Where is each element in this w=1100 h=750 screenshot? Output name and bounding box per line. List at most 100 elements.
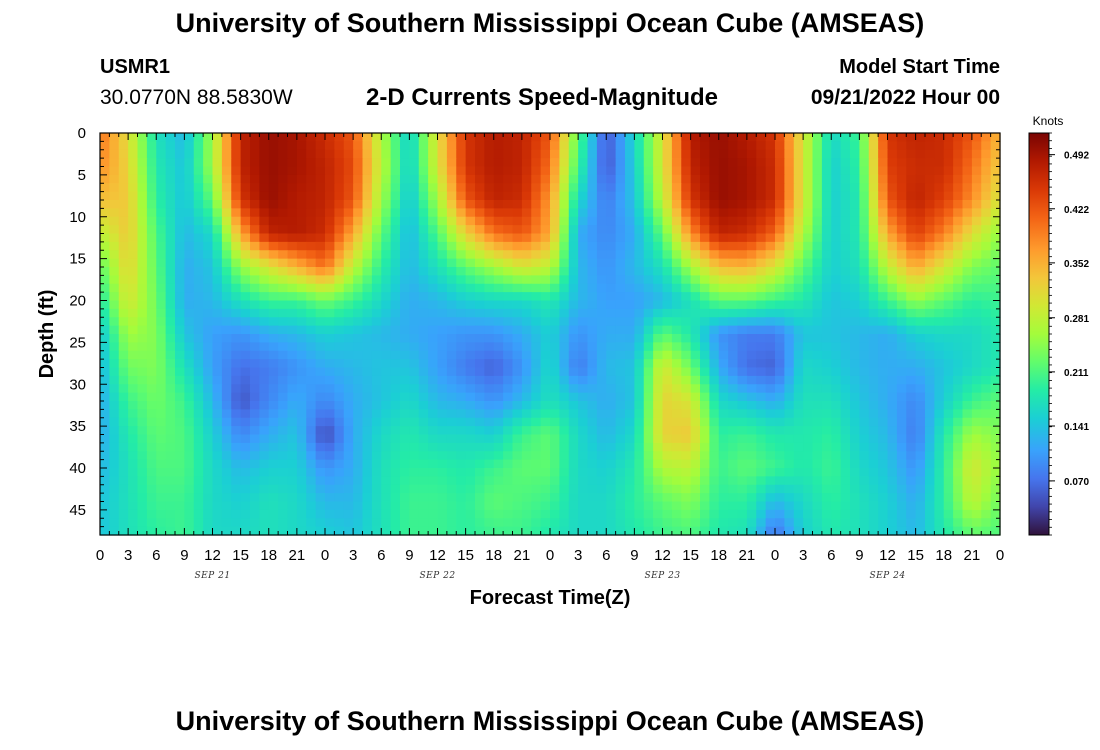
heatmap-cell <box>128 468 139 477</box>
heatmap-cell <box>981 174 992 184</box>
heatmap-cell <box>278 158 289 168</box>
heatmap-cell <box>240 417 251 427</box>
heatmap-cell <box>765 292 776 302</box>
heatmap-cell <box>596 518 607 528</box>
heatmap-cell <box>681 442 692 452</box>
heatmap-cell <box>184 292 195 302</box>
heatmap-cell <box>118 442 129 452</box>
heatmap-cell <box>475 208 485 218</box>
heatmap-cell <box>943 250 954 260</box>
heatmap-cell <box>587 451 598 461</box>
heatmap-cell <box>737 183 748 193</box>
heatmap-cell <box>925 174 935 184</box>
heatmap-cell <box>503 526 514 536</box>
heatmap-cell <box>146 426 157 436</box>
heatmap-cell <box>737 308 748 318</box>
heatmap-cell <box>943 267 954 276</box>
heatmap-cell <box>653 501 664 511</box>
heatmap-cell <box>343 208 354 218</box>
heatmap-cell <box>653 225 664 235</box>
heatmap-cell <box>718 325 729 335</box>
heatmap-cell <box>287 133 298 142</box>
heatmap-cell <box>175 191 185 201</box>
heatmap-cell <box>662 342 673 352</box>
heatmap-cell <box>146 208 157 218</box>
heatmap-cell <box>878 300 889 310</box>
heatmap-cell <box>606 392 617 402</box>
heatmap-cell <box>625 283 635 293</box>
heatmap-cell <box>821 133 832 142</box>
heatmap-cell <box>493 267 504 276</box>
heatmap-cell <box>765 476 776 486</box>
heatmap-cell <box>175 267 185 276</box>
heatmap-cell <box>737 250 748 260</box>
heatmap-cell <box>184 149 195 159</box>
heatmap-cell <box>456 275 467 285</box>
heatmap-cell <box>700 392 710 402</box>
heatmap-cell <box>868 308 879 318</box>
heatmap-cell <box>156 350 167 360</box>
heatmap-cell <box>906 493 917 503</box>
heatmap-cell <box>250 442 260 452</box>
heatmap-cell <box>765 417 776 427</box>
heatmap-cell <box>550 334 560 343</box>
heatmap-cell <box>437 174 448 184</box>
heatmap-cell <box>278 501 289 511</box>
heatmap-cell <box>540 384 551 394</box>
heatmap-cell <box>231 375 242 385</box>
heatmap-cell <box>409 476 420 486</box>
heatmap-cell <box>475 493 485 503</box>
heatmap-cell <box>100 501 110 511</box>
heatmap-cell <box>306 267 317 276</box>
heatmap-cell <box>175 350 185 360</box>
heatmap-cell <box>390 283 401 293</box>
heatmap-cell <box>381 225 392 235</box>
heatmap-cell <box>325 484 335 494</box>
heatmap-cell <box>737 216 748 226</box>
heatmap-cell <box>793 392 804 402</box>
heatmap-cell <box>456 283 467 293</box>
heatmap-cell <box>868 417 879 427</box>
heatmap-cell <box>287 392 298 402</box>
heatmap-cell <box>109 401 120 410</box>
heatmap-cell <box>521 468 532 477</box>
heatmap-cell <box>934 208 945 218</box>
heatmap-cell <box>146 308 157 318</box>
heatmap-cell <box>446 317 457 327</box>
heatmap-cell <box>296 451 307 461</box>
heatmap-cell <box>156 509 167 519</box>
heatmap-cell <box>156 292 167 302</box>
heatmap-cell <box>325 367 335 377</box>
heatmap-cell <box>203 359 214 369</box>
heatmap-cell <box>409 267 420 276</box>
heatmap-cell <box>325 518 335 528</box>
heatmap-cell <box>278 334 289 343</box>
heatmap-cell <box>437 476 448 486</box>
heatmap-cell <box>493 518 504 528</box>
heatmap-cell <box>850 493 860 503</box>
heatmap-cell <box>493 334 504 343</box>
heatmap-cell <box>887 283 898 293</box>
heatmap-cell <box>896 158 907 168</box>
heatmap-cell <box>887 334 898 343</box>
heatmap-cell <box>625 426 635 436</box>
heatmap-cell <box>165 392 176 402</box>
heatmap-cell <box>128 501 139 511</box>
heatmap-cell <box>250 208 260 218</box>
heatmap-cell <box>746 501 757 511</box>
heatmap-cell <box>146 149 157 159</box>
heatmap-cell <box>550 392 560 402</box>
heatmap-cell <box>165 459 176 469</box>
heatmap-cell <box>962 317 973 327</box>
heatmap-cell <box>718 334 729 343</box>
heatmap-cell <box>118 367 129 377</box>
heatmap-cell <box>512 350 523 360</box>
heatmap-cell <box>381 401 392 410</box>
heatmap-cell <box>568 409 579 419</box>
heatmap-cell <box>840 359 851 369</box>
heatmap-cell <box>137 509 148 519</box>
heatmap-cell <box>268 392 279 402</box>
x-tick-label: 6 <box>827 547 835 564</box>
heatmap-cell <box>662 241 673 251</box>
heatmap-cell <box>578 501 589 511</box>
